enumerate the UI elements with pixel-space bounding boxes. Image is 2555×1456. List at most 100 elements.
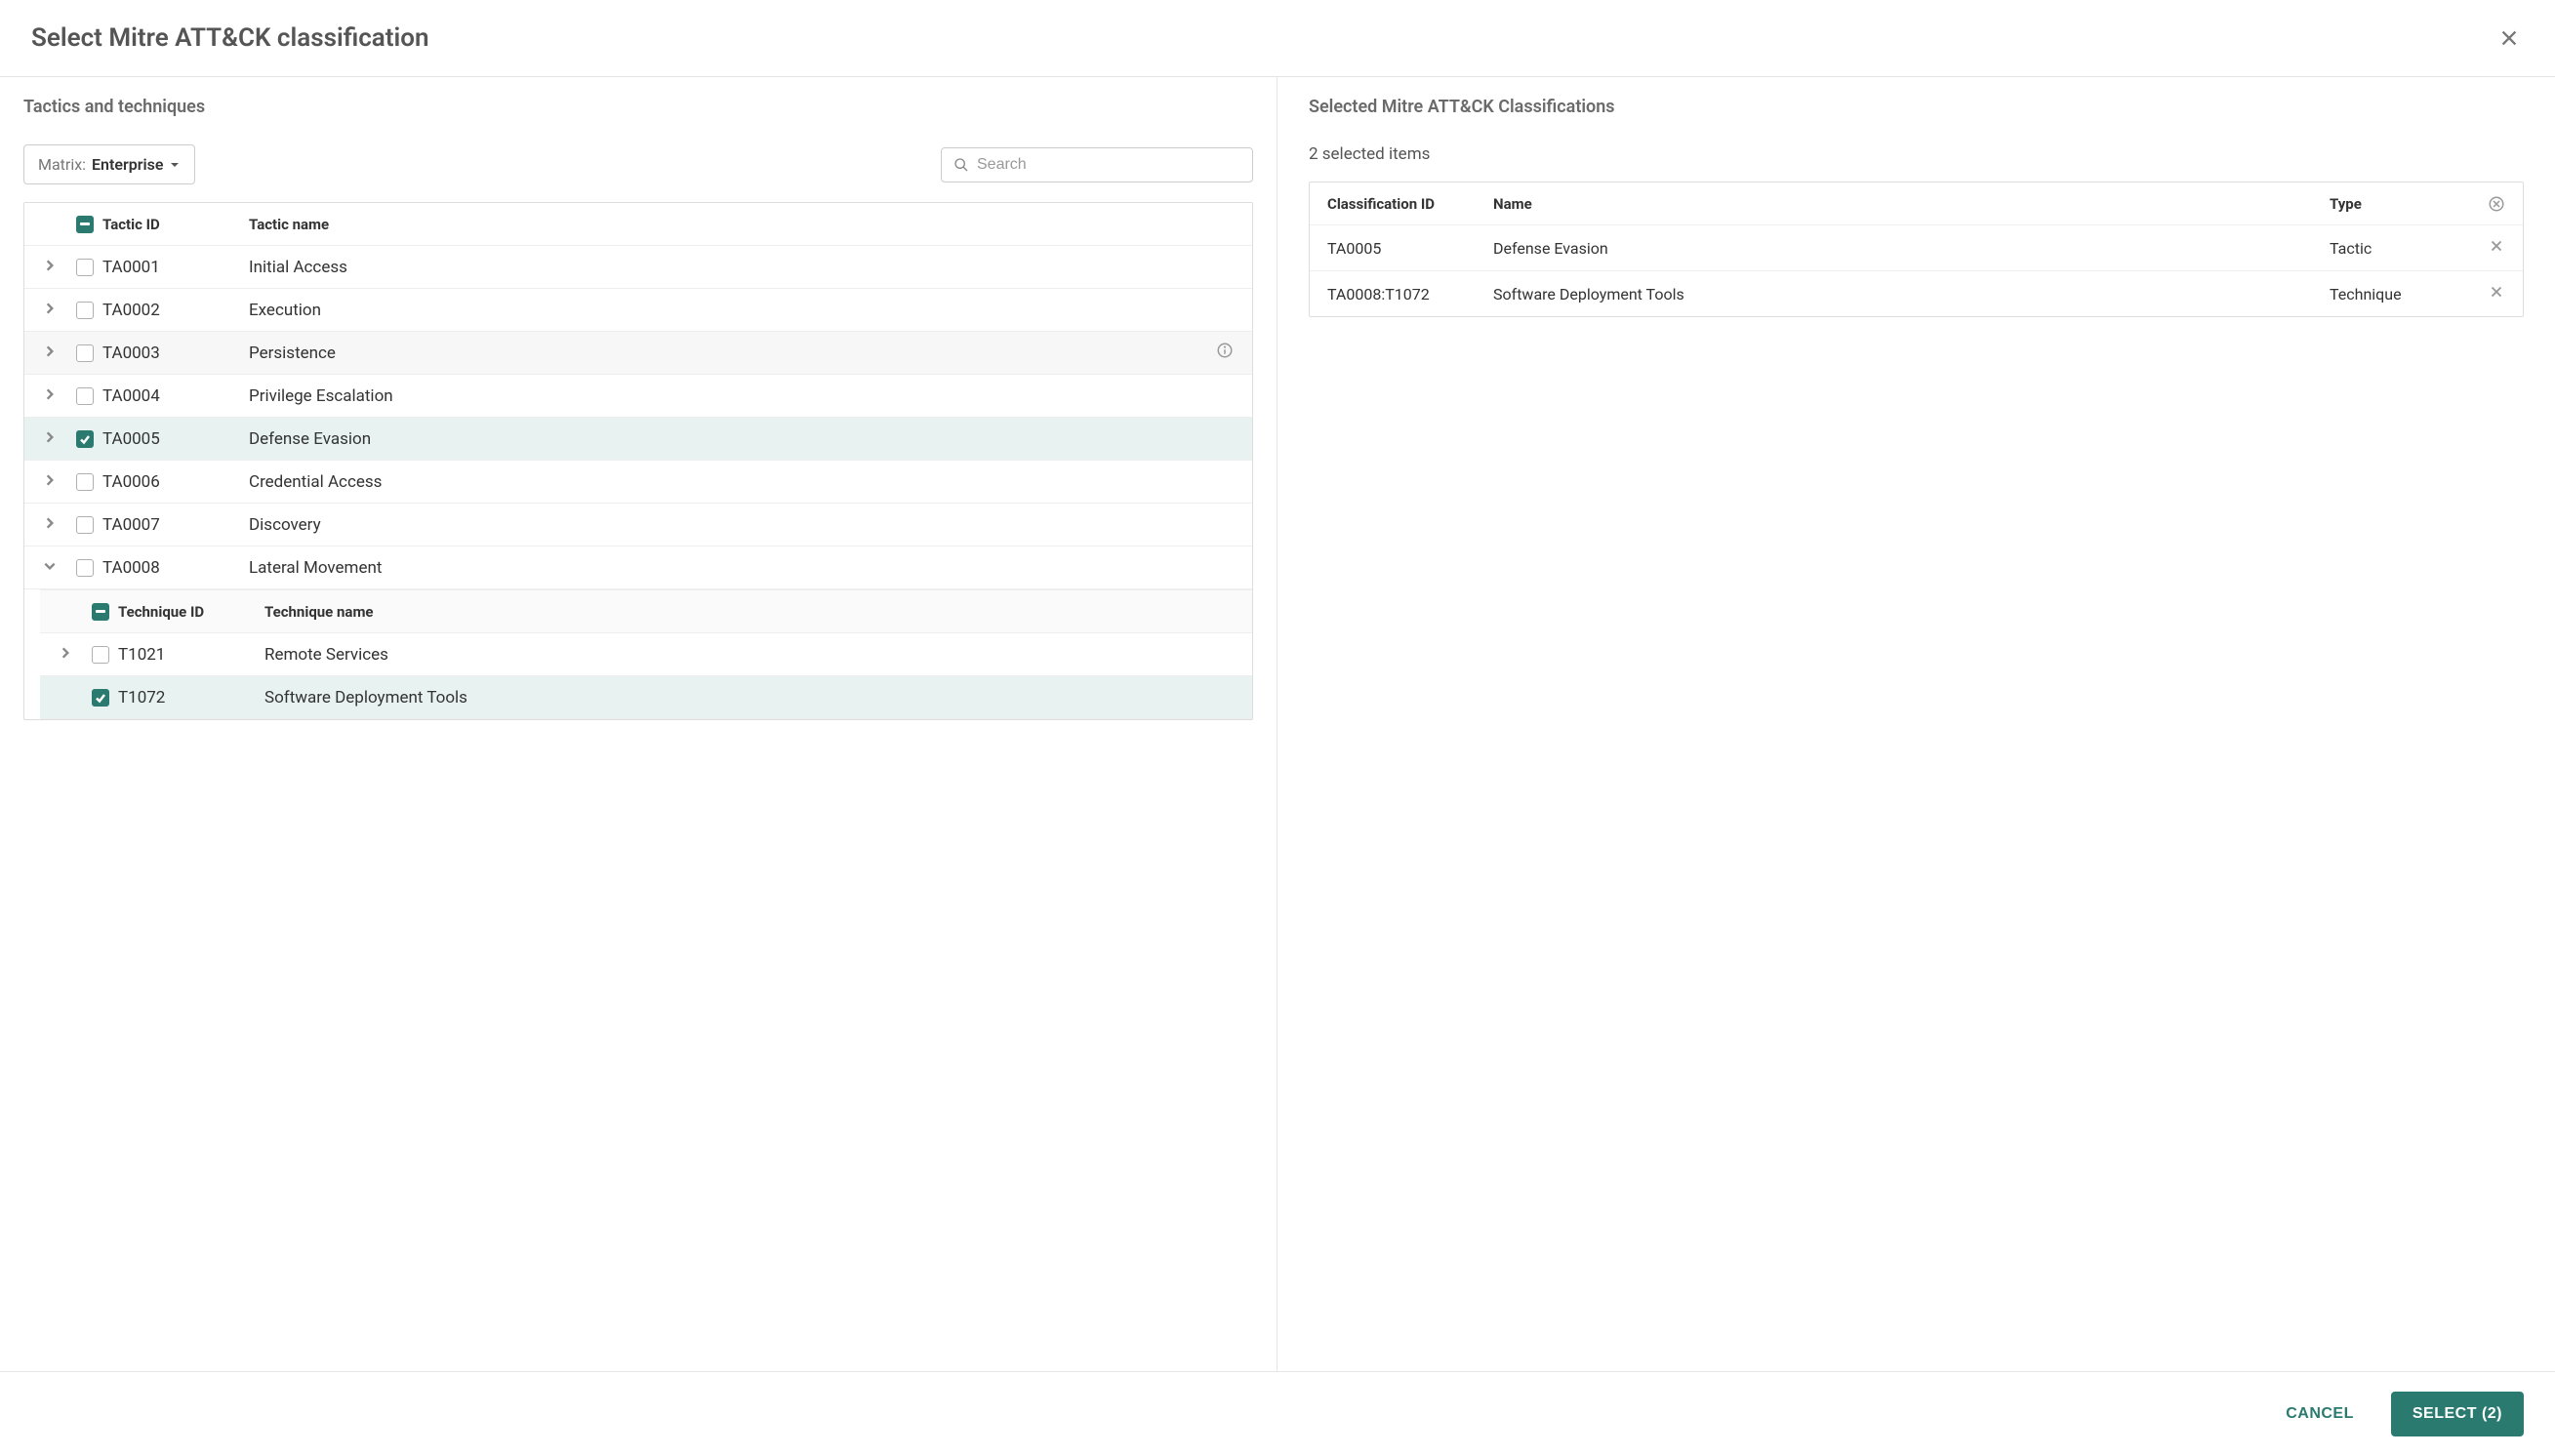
modal-body: Tactics and techniques Matrix: Enterpris… xyxy=(0,77,2555,1371)
remove-button[interactable] xyxy=(2466,237,2505,259)
close-icon xyxy=(2488,283,2505,304)
expand-toggle[interactable] xyxy=(32,258,67,277)
technique-checkbox[interactable] xyxy=(92,689,109,707)
expand-toggle[interactable] xyxy=(32,472,67,492)
selected-panel: Selected Mitre ATT&CK Classifications 2 … xyxy=(1278,77,2555,1371)
chevron-right-icon xyxy=(59,645,72,665)
search-icon xyxy=(953,157,969,173)
chevron-right-icon xyxy=(43,301,57,320)
tactic-row[interactable]: TA0001Initial Access xyxy=(24,246,1252,289)
remove-all-icon xyxy=(2488,195,2505,213)
expand-toggle[interactable] xyxy=(32,386,67,406)
expand-toggle[interactable] xyxy=(32,515,67,535)
matrix-value: Enterprise xyxy=(92,155,163,174)
tactic-name: Defense Evasion xyxy=(249,429,1205,449)
tactic-checkbox[interactable] xyxy=(76,430,94,448)
tactic-checkbox[interactable] xyxy=(76,344,94,362)
selected-section-title: Selected Mitre ATT&CK Classifications xyxy=(1309,97,2524,117)
technique-row[interactable]: T1021Remote Services xyxy=(40,633,1252,676)
tactic-name: Execution xyxy=(249,301,1205,320)
col-technique-id: Technique ID xyxy=(118,603,264,621)
mitre-classification-modal: Select Mitre ATT&CK classification Tacti… xyxy=(0,0,2555,1456)
tactic-checkbox[interactable] xyxy=(76,387,94,405)
selected-row: TA0005Defense EvasionTactic xyxy=(1310,225,2523,271)
close-icon xyxy=(2488,237,2505,259)
tactic-row[interactable]: TA0002Execution xyxy=(24,289,1252,332)
tactics-header-row: Tactic ID Tactic name xyxy=(24,203,1252,246)
selected-classification-id: TA0005 xyxy=(1327,239,1493,258)
expand-toggle[interactable] xyxy=(32,301,67,320)
expand-toggle[interactable] xyxy=(32,344,67,363)
technique-checkbox[interactable] xyxy=(92,646,109,664)
tactic-checkbox[interactable] xyxy=(76,559,94,577)
tactic-name: Persistence xyxy=(249,344,1205,363)
selected-type: Tactic xyxy=(2330,239,2466,258)
close-button[interactable] xyxy=(2494,23,2524,53)
technique-id: T1072 xyxy=(118,688,264,708)
techniques-header-row: Technique IDTechnique name xyxy=(40,590,1252,633)
technique-id: T1021 xyxy=(118,645,264,665)
chevron-right-icon xyxy=(43,258,57,277)
tactic-id: TA0002 xyxy=(102,301,249,320)
col-tactic-name: Tactic name xyxy=(249,216,1205,233)
search-input[interactable] xyxy=(977,156,1240,174)
tactic-id: TA0007 xyxy=(102,515,249,535)
tactic-row[interactable]: TA0003Persistence xyxy=(24,332,1252,375)
chevron-right-icon xyxy=(43,344,57,363)
cancel-button[interactable]: CANCEL xyxy=(2264,1392,2375,1436)
techniques-subtable: Technique IDTechnique nameT1021Remote Se… xyxy=(40,589,1252,719)
tactic-id: TA0008 xyxy=(102,558,249,578)
tactic-row[interactable]: TA0006Credential Access xyxy=(24,461,1252,504)
collapse-toggle[interactable] xyxy=(32,558,67,578)
select-button[interactable]: SELECT (2) xyxy=(2391,1392,2524,1436)
selected-table: Classification ID Name Type TA0005Defens… xyxy=(1309,182,2524,317)
selected-name: Software Deployment Tools xyxy=(1493,285,2330,303)
chevron-down-icon xyxy=(43,558,57,578)
technique-name: Remote Services xyxy=(264,645,1244,665)
remove-all-button[interactable] xyxy=(2466,195,2505,213)
info-button[interactable] xyxy=(1205,342,1244,364)
modal-title: Select Mitre ATT&CK classification xyxy=(31,23,428,53)
tactic-row[interactable]: TA0007Discovery xyxy=(24,504,1252,546)
tactic-id: TA0006 xyxy=(102,472,249,492)
selected-classification-id: TA0008:T1072 xyxy=(1327,285,1493,303)
select-all-tactics-checkbox[interactable] xyxy=(76,216,94,233)
tactics-body: TA0001Initial AccessTA0002ExecutionTA000… xyxy=(24,246,1252,719)
remove-button[interactable] xyxy=(2466,283,2505,304)
modal-header: Select Mitre ATT&CK classification xyxy=(0,0,2555,77)
tactic-checkbox[interactable] xyxy=(76,473,94,491)
close-icon xyxy=(2498,27,2520,49)
tactic-checkbox[interactable] xyxy=(76,516,94,534)
matrix-dropdown[interactable]: Matrix: Enterprise xyxy=(23,144,195,184)
technique-row[interactable]: T1072Software Deployment Tools xyxy=(40,676,1252,719)
col-technique-name: Technique name xyxy=(264,603,1244,621)
select-all-techniques-checkbox[interactable] xyxy=(92,603,109,621)
tactic-checkbox[interactable] xyxy=(76,302,94,319)
expand-toggle[interactable] xyxy=(48,645,83,665)
tactic-row[interactable]: TA0005Defense Evasion xyxy=(24,418,1252,461)
search-box[interactable] xyxy=(941,147,1253,182)
chevron-right-icon xyxy=(43,386,57,406)
tactic-id: TA0001 xyxy=(102,258,249,277)
expand-toggle[interactable] xyxy=(32,429,67,449)
modal-footer: CANCEL SELECT (2) xyxy=(0,1371,2555,1456)
caret-down-icon xyxy=(169,159,181,171)
col-tactic-id: Tactic ID xyxy=(102,216,249,233)
selected-header-row: Classification ID Name Type xyxy=(1310,182,2523,225)
tactic-name: Initial Access xyxy=(249,258,1205,277)
chevron-right-icon xyxy=(43,429,57,449)
tactic-row[interactable]: TA0004Privilege Escalation xyxy=(24,375,1252,418)
tactic-name: Lateral Movement xyxy=(249,558,1205,578)
selected-row: TA0008:T1072Software Deployment ToolsTec… xyxy=(1310,271,2523,316)
chevron-right-icon xyxy=(43,472,57,492)
controls-row: Matrix: Enterprise xyxy=(23,144,1253,184)
technique-name: Software Deployment Tools xyxy=(264,688,1244,708)
tactics-panel: Tactics and techniques Matrix: Enterpris… xyxy=(0,77,1278,1371)
matrix-label: Matrix: xyxy=(38,155,86,174)
col-type: Type xyxy=(2330,195,2466,213)
tactics-section-title: Tactics and techniques xyxy=(23,97,1253,117)
tactic-checkbox[interactable] xyxy=(76,259,94,276)
tactic-row[interactable]: TA0008Lateral Movement xyxy=(24,546,1252,589)
tactic-id: TA0005 xyxy=(102,429,249,449)
tactic-name: Credential Access xyxy=(249,472,1205,492)
